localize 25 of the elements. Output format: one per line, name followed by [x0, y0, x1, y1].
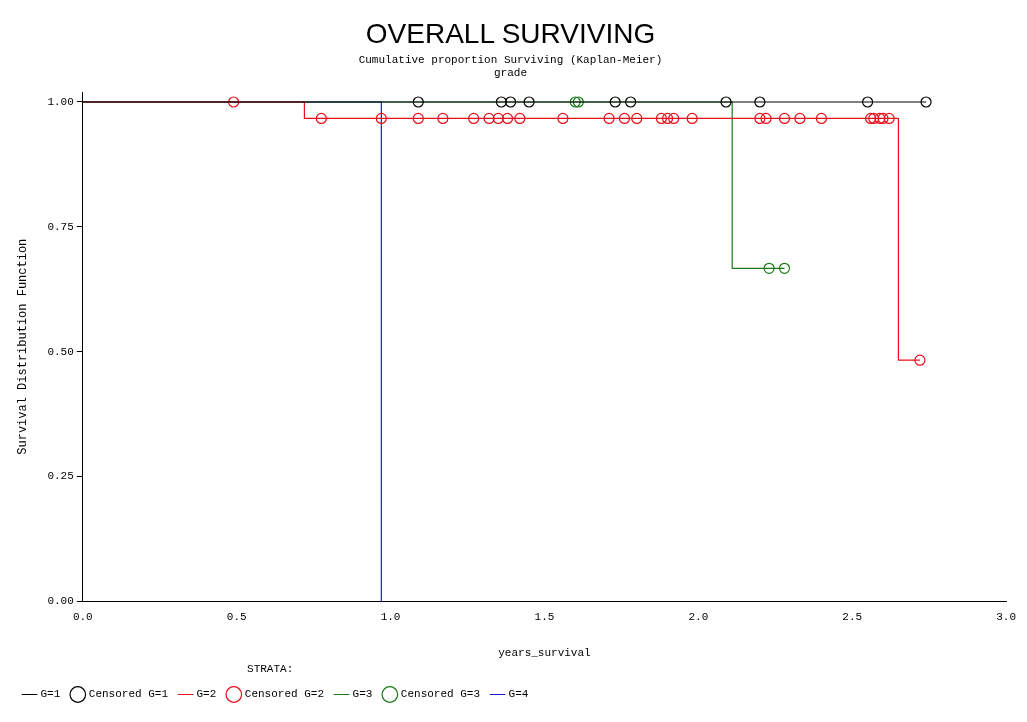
x-tick-label: 2.5 [842, 610, 863, 623]
x-tick-label: 1.5 [534, 610, 555, 623]
legend-title: STRATA: [247, 663, 294, 676]
text: grade [493, 67, 528, 80]
x-tick-label: 0.5 [226, 610, 247, 623]
legend-label: G=4 [508, 688, 529, 701]
y-tick-label: 0.50 [47, 345, 74, 358]
legend-label: G=1 [40, 688, 61, 701]
x-tick-label: 3.0 [996, 610, 1016, 623]
y-tick-label: 0.00 [47, 595, 74, 608]
chart-title: OVERALL SURVIVING [365, 17, 656, 49]
text: Cumulative proportion Surviving (Kaplan-Meier) [358, 54, 663, 67]
legend-label: G=2 [196, 688, 217, 701]
y-tick-label: 1.00 [47, 95, 74, 108]
y-axis-title: Survival Distribution Function [16, 238, 31, 455]
y-tick-label: 0.75 [47, 220, 74, 233]
legend-label: G=3 [352, 688, 373, 701]
x-tick-label: 2.0 [688, 610, 709, 623]
legend-label: Censored G=1 [88, 688, 169, 701]
legend-label: Censored G=3 [400, 688, 481, 701]
legend-label: Censored G=2 [244, 688, 325, 701]
y-tick-label: 0.25 [47, 470, 74, 483]
x-axis-title: years_survival [498, 647, 591, 660]
x-tick-label: 1.0 [380, 610, 401, 623]
x-tick-label: 0.0 [72, 610, 93, 623]
